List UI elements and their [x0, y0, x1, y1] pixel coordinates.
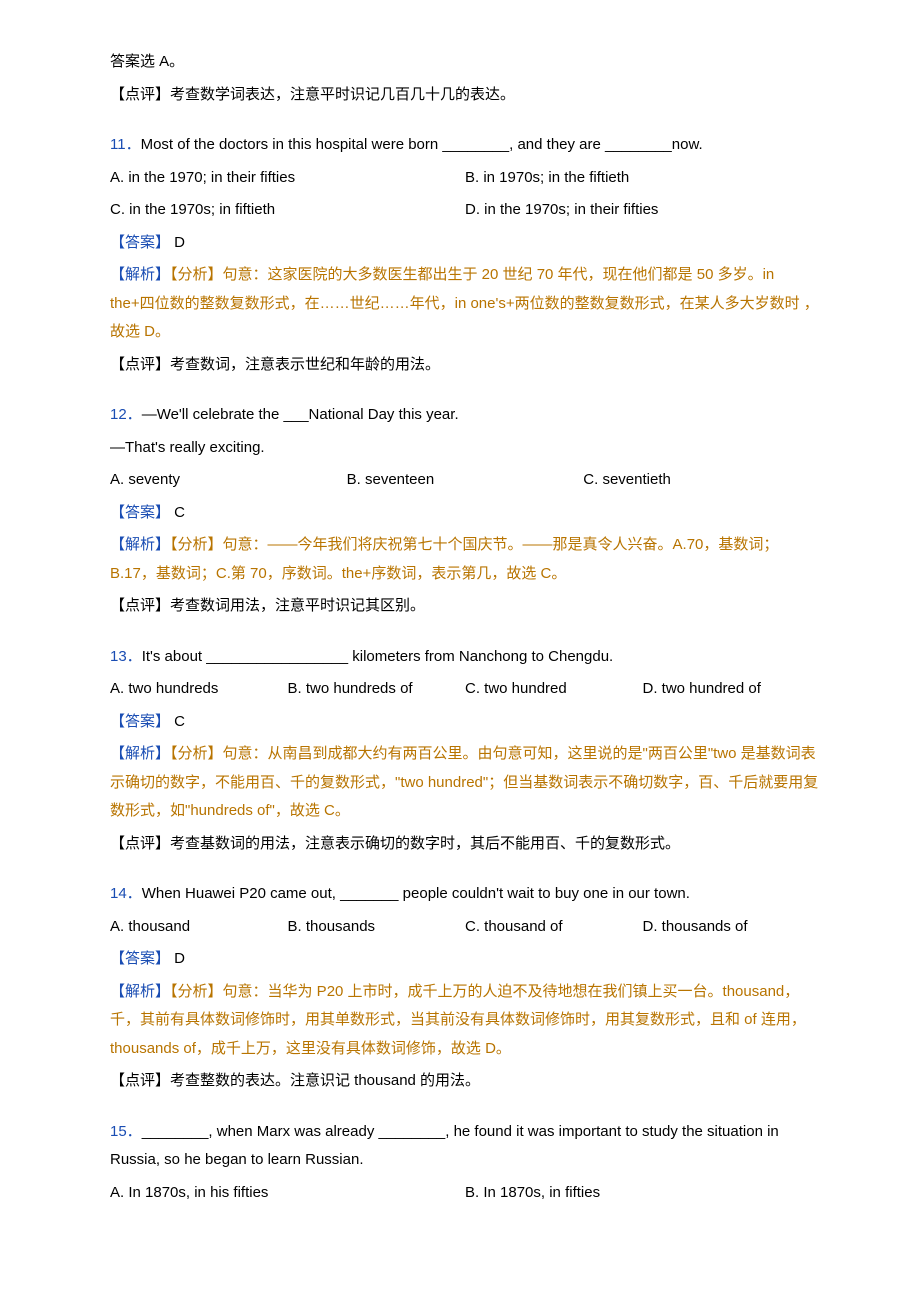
q13-stem: 13．It's about _________________ kilomete…	[110, 643, 820, 672]
q13-options: A. two hundreds B. two hundreds of C. tw…	[110, 675, 820, 704]
q15-option-a: A. In 1870s, in his fifties	[110, 1179, 465, 1208]
explain-text: 【分析】句意：——今年我们将庆祝第七十个国庆节。——那是真令人兴奋。A.70，基…	[110, 536, 778, 582]
answer-letter: D	[170, 950, 185, 967]
explain-label: 【解析】	[110, 983, 170, 1000]
q11-answer: 【答案】 D	[110, 229, 820, 258]
q11-comment: 【点评】考查数词，注意表示世纪和年龄的用法。	[110, 351, 820, 380]
q11-option-b: B. in 1970s; in the fiftieth	[465, 164, 820, 193]
answer-label: 【答案】	[110, 950, 170, 967]
answer-letter: C	[170, 713, 185, 730]
explain-label: 【解析】	[110, 745, 170, 762]
q12-options: A. seventy B. seventeen C. seventieth	[110, 466, 820, 495]
q12-option-a: A. seventy	[110, 466, 347, 495]
q14-option-d: D. thousands of	[643, 913, 821, 942]
q12-stem1: 12．—We'll celebrate the ___National Day …	[110, 401, 820, 430]
q12-comment: 【点评】考查数词用法，注意平时识记其区别。	[110, 592, 820, 621]
answer-label: 【答案】	[110, 713, 170, 730]
q15-option-b: B. In 1870s, in fifties	[465, 1179, 820, 1208]
q15-stem: 15．________, when Marx was already _____…	[110, 1118, 820, 1175]
spacer	[110, 1100, 820, 1118]
q13-option-a: A. two hundreds	[110, 675, 288, 704]
q14-stem: 14．When Huawei P20 came out, _______ peo…	[110, 880, 820, 909]
q12-stem2: —That's really exciting.	[110, 434, 820, 463]
explain-label: 【解析】	[110, 536, 170, 553]
q13-option-d: D. two hundred of	[643, 675, 821, 704]
q14-stem-text: When Huawei P20 came out, _______ people…	[142, 885, 690, 902]
q13-explain: 【解析】【分析】句意：从南昌到成都大约有两百公里。由句意可知，这里说的是"两百公…	[110, 740, 820, 826]
answer-letter: C	[170, 504, 185, 521]
explain-text: 【分析】句意：从南昌到成都大约有两百公里。由句意可知，这里说的是"两百公里"tw…	[110, 745, 818, 819]
q11-explain: 【解析】【分析】句意：这家医院的大多数医生都出生于 20 世纪 70 年代，现在…	[110, 261, 820, 347]
spacer	[110, 383, 820, 401]
q12-option-c: C. seventieth	[583, 466, 820, 495]
spacer	[110, 862, 820, 880]
q15-number: 15．	[110, 1123, 142, 1140]
q14-answer: 【答案】 D	[110, 945, 820, 974]
q12-option-b: B. seventeen	[347, 466, 584, 495]
q12-stem1-text: —We'll celebrate the ___National Day thi…	[142, 406, 459, 423]
q13-number: 13．	[110, 648, 142, 665]
q11-option-a: A. in the 1970; in their fifties	[110, 164, 465, 193]
q12-answer: 【答案】 C	[110, 499, 820, 528]
q11-options-row1: A. in the 1970; in their fifties B. in 1…	[110, 164, 820, 193]
answer-letter: D	[170, 234, 185, 251]
explain-text: 【分析】句意：这家医院的大多数医生都出生于 20 世纪 70 年代，现在他们都是…	[110, 266, 819, 340]
q14-explain: 【解析】【分析】句意：当华为 P20 上市时，成千上万的人迫不及待地想在我们镇上…	[110, 978, 820, 1064]
q14-number: 14．	[110, 885, 142, 902]
prev-comment-line: 【点评】考查数学词表达，注意平时识记几百几十几的表达。	[110, 81, 820, 110]
q15-options: A. In 1870s, in his fifties B. In 1870s,…	[110, 1179, 820, 1208]
answer-label: 【答案】	[110, 504, 170, 521]
q13-option-c: C. two hundred	[465, 675, 643, 704]
answer-label: 【答案】	[110, 234, 170, 251]
spacer	[110, 625, 820, 643]
q14-option-b: B. thousands	[288, 913, 466, 942]
q11-stem: 11．Most of the doctors in this hospital …	[110, 131, 820, 160]
q15-stem-text: ________, when Marx was already ________…	[110, 1123, 779, 1169]
q13-comment: 【点评】考查基数词的用法，注意表示确切的数字时，其后不能用百、千的复数形式。	[110, 830, 820, 859]
prev-answer-line: 答案选 A。	[110, 48, 820, 77]
q11-option-c: C. in the 1970s; in fiftieth	[110, 196, 465, 225]
q11-options-row2: C. in the 1970s; in fiftieth D. in the 1…	[110, 196, 820, 225]
q14-options: A. thousand B. thousands C. thousand of …	[110, 913, 820, 942]
explain-text: 【分析】句意：当华为 P20 上市时，成千上万的人迫不及待地想在我们镇上买一台。…	[110, 983, 806, 1057]
q13-stem-text: It's about _________________ kilometers …	[142, 648, 614, 665]
q11-option-d: D. in the 1970s; in their fifties	[465, 196, 820, 225]
explain-label: 【解析】	[110, 266, 170, 283]
q12-explain: 【解析】【分析】句意：——今年我们将庆祝第七十个国庆节。——那是真令人兴奋。A.…	[110, 531, 820, 588]
q13-option-b: B. two hundreds of	[288, 675, 466, 704]
q14-option-c: C. thousand of	[465, 913, 643, 942]
q14-comment: 【点评】考查整数的表达。注意识记 thousand 的用法。	[110, 1067, 820, 1096]
spacer	[110, 113, 820, 131]
q12-number: 12．	[110, 406, 142, 423]
q11-number: 11．	[110, 136, 141, 153]
q14-option-a: A. thousand	[110, 913, 288, 942]
page-content: 答案选 A。 【点评】考查数学词表达，注意平时识记几百几十几的表达。 11．Mo…	[0, 0, 920, 1302]
q11-stem-text: Most of the doctors in this hospital wer…	[141, 136, 703, 153]
q13-answer: 【答案】 C	[110, 708, 820, 737]
